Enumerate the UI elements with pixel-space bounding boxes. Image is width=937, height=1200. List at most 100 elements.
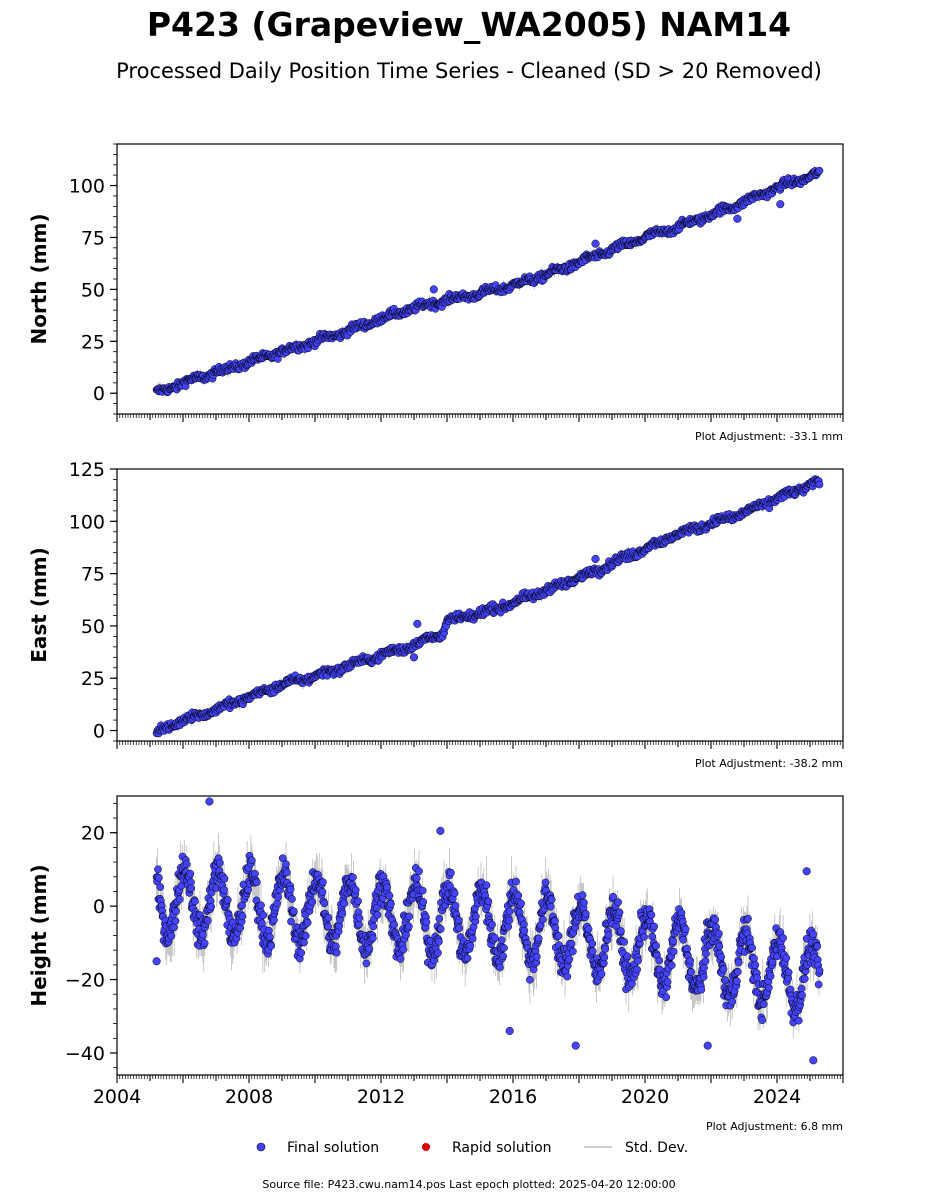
data-point — [340, 899, 349, 908]
data-point — [297, 948, 306, 957]
data-point — [383, 883, 391, 892]
data-point — [170, 923, 179, 932]
data-point — [287, 917, 295, 926]
data-point — [547, 895, 556, 904]
east-points — [152, 475, 824, 738]
figure-title: P423 (Grapeview_WA2005) NAM14 — [147, 5, 791, 44]
data-point — [468, 934, 477, 943]
data-point — [278, 854, 287, 863]
data-point — [455, 924, 464, 933]
data-point — [499, 952, 507, 960]
data-point — [505, 916, 513, 925]
y-tick-label: 50 — [81, 616, 105, 638]
data-point — [324, 913, 333, 922]
data-point — [200, 939, 209, 948]
data-point — [236, 923, 245, 932]
data-point — [354, 897, 362, 906]
data-point — [259, 911, 268, 920]
data-point — [591, 239, 600, 248]
north-plot-adjustment: Plot Adjustment: -33.1 mm — [695, 430, 843, 443]
east-plot-area — [152, 474, 824, 738]
east-y-axis-label: East (mm) — [27, 547, 51, 663]
data-point — [497, 936, 506, 944]
data-point — [517, 899, 525, 908]
data-point — [567, 939, 576, 948]
east-plot-adjustment: Plot Adjustment: -38.2 mm — [695, 757, 843, 770]
north-plot-area — [152, 165, 824, 397]
data-point — [319, 878, 327, 886]
data-point — [471, 912, 480, 921]
data-point — [273, 899, 282, 908]
data-point — [265, 933, 274, 941]
figure-subtitle: Processed Daily Position Time Series - C… — [116, 59, 822, 83]
height-points — [152, 797, 824, 1065]
data-point — [815, 480, 824, 489]
data-point — [338, 909, 347, 918]
y-tick-label: 75 — [81, 564, 105, 586]
data-point — [418, 886, 427, 895]
data-point — [186, 869, 195, 878]
data-point — [351, 886, 360, 894]
data-point — [451, 901, 460, 910]
data-point — [156, 883, 165, 891]
data-point — [546, 902, 555, 911]
data-point — [267, 942, 276, 950]
data-point — [253, 878, 261, 887]
data-point — [422, 918, 431, 926]
data-point — [532, 952, 541, 961]
data-point — [534, 934, 543, 943]
data-point — [369, 922, 378, 931]
data-point — [514, 891, 523, 900]
data-point — [198, 930, 207, 939]
data-point — [300, 938, 308, 947]
data-point — [191, 897, 199, 906]
data-point — [538, 915, 547, 924]
data-point — [207, 902, 215, 911]
y-tick-label: 100 — [69, 176, 105, 198]
data-point — [500, 944, 508, 952]
north-y-axis-label: North (mm) — [27, 213, 51, 344]
data-point — [155, 873, 163, 882]
y-tick-label: 50 — [81, 279, 105, 301]
data-point — [187, 884, 196, 893]
data-point — [318, 888, 327, 896]
data-point — [405, 922, 413, 931]
data-point — [220, 886, 228, 894]
data-point — [526, 975, 534, 984]
data-point — [257, 901, 265, 910]
data-point — [286, 885, 295, 894]
data-point — [288, 895, 296, 903]
data-point — [396, 955, 405, 963]
data-point — [154, 865, 162, 874]
data-point — [466, 941, 475, 950]
y-tick-label: 75 — [81, 227, 105, 249]
data-point — [289, 907, 298, 916]
data-point — [349, 873, 357, 882]
data-point — [362, 959, 371, 968]
y-tick-label: 25 — [81, 668, 105, 690]
data-point — [565, 955, 574, 964]
data-point — [320, 899, 329, 908]
y-tick-label: 100 — [69, 511, 105, 533]
data-point — [368, 934, 377, 943]
data-point — [385, 891, 394, 900]
data-point — [490, 933, 499, 942]
data-point — [550, 917, 559, 925]
data-point — [554, 932, 563, 940]
data-point — [399, 945, 408, 954]
y-tick-label: 25 — [81, 331, 105, 353]
height-plot-area — [152, 797, 824, 1065]
data-point — [733, 214, 742, 223]
data-point — [429, 285, 438, 294]
data-point — [182, 860, 191, 869]
east-panel: 0 25 50 75 100 125 East (mm) Plot Adjustment: -… — [27, 459, 844, 770]
data-point — [484, 897, 493, 906]
data-point — [402, 931, 410, 939]
data-point — [274, 893, 282, 901]
data-point — [365, 944, 373, 953]
data-point — [171, 917, 180, 925]
data-point — [450, 889, 459, 898]
y-tick-label: 125 — [69, 459, 105, 481]
